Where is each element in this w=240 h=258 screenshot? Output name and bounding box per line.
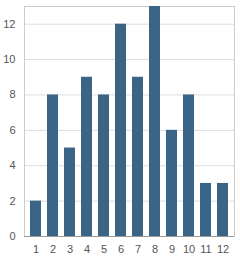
svg-text:9: 9 — [169, 243, 175, 255]
svg-text:1: 1 — [33, 243, 39, 255]
svg-text:4: 4 — [9, 159, 15, 171]
svg-text:7: 7 — [135, 243, 141, 255]
svg-text:10: 10 — [3, 53, 15, 65]
svg-text:5: 5 — [101, 243, 107, 255]
svg-text:12: 12 — [3, 18, 15, 30]
svg-text:2: 2 — [9, 195, 15, 207]
svg-text:3: 3 — [67, 243, 73, 255]
svg-text:4: 4 — [84, 243, 90, 255]
svg-text:2: 2 — [50, 243, 56, 255]
svg-text:0: 0 — [9, 230, 15, 242]
svg-text:8: 8 — [9, 88, 15, 100]
svg-text:6: 6 — [118, 243, 124, 255]
svg-text:10: 10 — [183, 243, 195, 255]
svg-text:12: 12 — [217, 243, 229, 255]
svg-text:8: 8 — [152, 243, 158, 255]
svg-text:11: 11 — [200, 243, 211, 255]
svg-text:6: 6 — [9, 124, 15, 136]
